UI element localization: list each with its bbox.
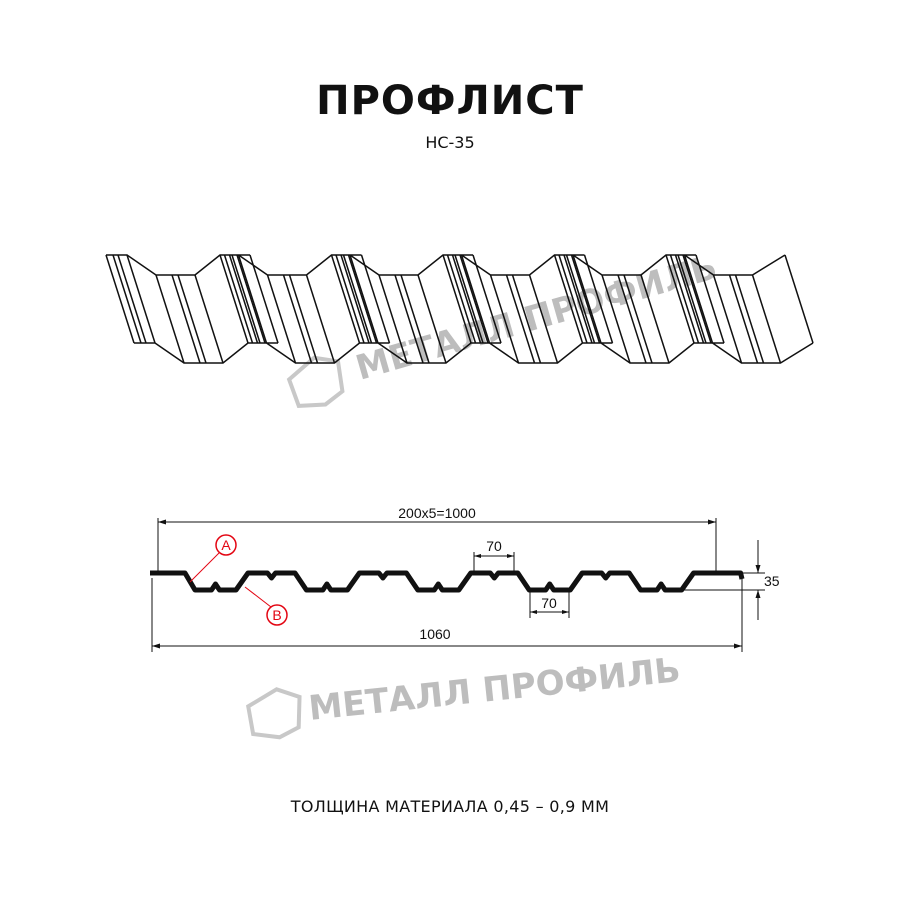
profile-cross-section xyxy=(150,570,745,593)
dimension-height: 35 xyxy=(764,573,780,589)
dimension-arrows xyxy=(152,519,761,649)
svg-text:A: A xyxy=(221,537,231,553)
profile-sheet-3d xyxy=(105,254,814,364)
dimension-bottom-width: 70 xyxy=(541,595,557,611)
watermark-bottom: МЕТАЛЛ ПРОФИЛЬ xyxy=(246,650,683,740)
marker-b: B xyxy=(244,586,288,626)
material-thickness: ТОЛЩИНА МАТЕРИАЛА 0,45 – 0,9 ММ xyxy=(290,797,610,816)
svg-text:B: B xyxy=(272,607,281,623)
dimension-pitch: 200x5=1000 xyxy=(398,505,476,521)
svg-text:МЕТАЛЛ ПРОФИЛЬ: МЕТАЛЛ ПРОФИЛЬ xyxy=(307,650,683,729)
dimension-top-width: 70 xyxy=(486,538,502,554)
dimension-total-width: 1060 xyxy=(419,626,450,642)
dimension-lines xyxy=(151,518,765,652)
profile-model: НС-35 xyxy=(425,133,475,152)
page-title: ПРОФЛИСТ xyxy=(316,78,584,124)
marker-a: A xyxy=(189,534,237,583)
